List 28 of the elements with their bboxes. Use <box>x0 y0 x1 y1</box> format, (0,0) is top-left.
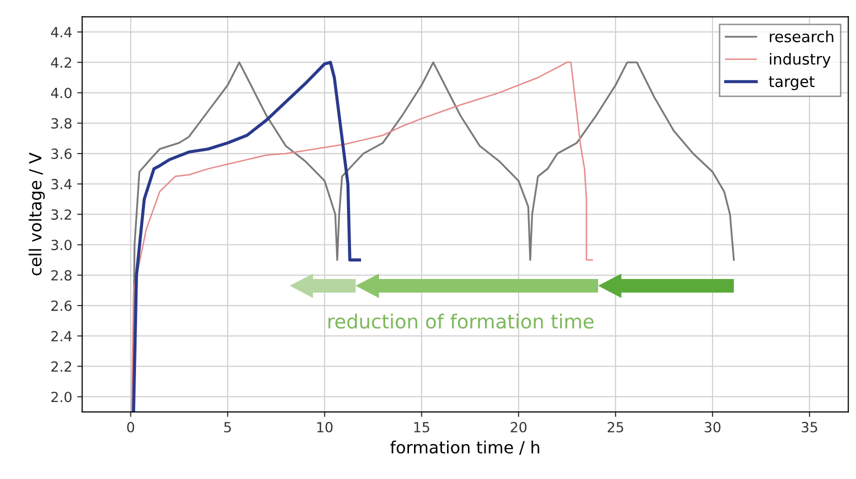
legend-label: industry <box>770 52 831 68</box>
x-tick-label: 5 <box>224 422 231 432</box>
legend-label: target <box>768 76 815 90</box>
y-tick-label: 3.2 <box>51 209 72 220</box>
y-tick-label: 2.4 <box>51 330 72 342</box>
x-tick-label: 35 <box>802 422 818 432</box>
y-tick-label: 2.0 <box>51 392 72 402</box>
y-tick-label: 4.0 <box>51 88 72 98</box>
annotation: reduction of formation time <box>328 314 594 329</box>
x-tick-label: 20 <box>510 422 526 432</box>
y-tick-label: 4.4 <box>51 27 72 38</box>
y-tick-label: 3.6 <box>51 148 72 160</box>
y-tick-label: 3.4 <box>51 178 72 190</box>
y-tick-label: 2.2 <box>51 361 72 372</box>
x-axis-title: formation time / h <box>390 440 540 455</box>
line-series <box>130 62 593 412</box>
y-tick-label: 3.8 <box>51 118 72 129</box>
x-tick-label: 0 <box>127 422 134 432</box>
y-tick-label: 4.2 <box>51 57 72 68</box>
y-tick-label: 2.6 <box>51 300 72 312</box>
x-tick-label: 10 <box>317 422 333 432</box>
y-tick-label: 3.0 <box>51 240 72 250</box>
x-tick-label: 15 <box>414 422 430 432</box>
legend-label: research <box>770 30 834 42</box>
y-tick-label: 2.8 <box>51 270 72 281</box>
x-tick-label: 30 <box>704 422 720 432</box>
y-axis-title: cell voltage / V <box>28 152 45 276</box>
x-tick-label: 25 <box>608 422 624 432</box>
